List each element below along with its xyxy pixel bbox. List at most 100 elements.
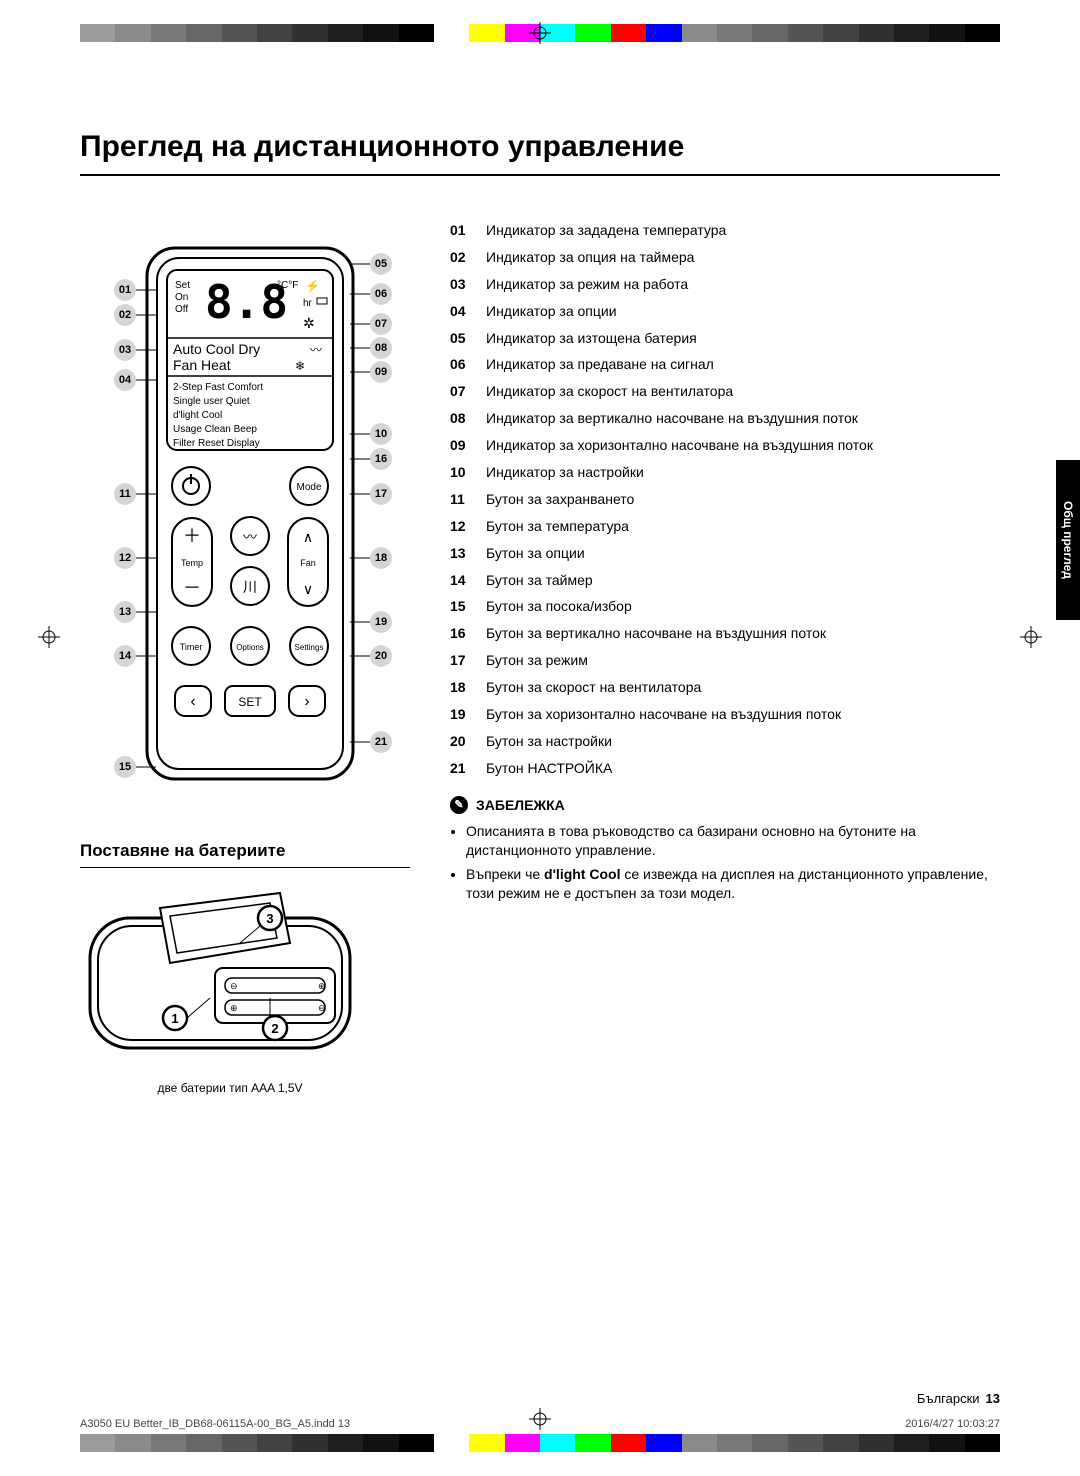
legend-text: Индикатор за опция на таймера [486,248,1000,267]
legend-text: Бутон за скорост на вентилатора [486,678,1000,697]
registration-mark-icon [38,626,60,648]
callout-badge: 08 [370,337,392,359]
remote-svg: Set On Off 8.8 °C°F ⚡ hr ✲ Auto Cool Dry… [145,246,355,781]
mode-button-label: Mode [296,482,321,493]
callout-badge: 18 [370,547,392,569]
legend-text: Бутон за захранването [486,490,1000,509]
callout-badge: 17 [370,483,392,505]
callout-badge: 15 [114,756,136,778]
left-column: Set On Off 8.8 °C°F ⚡ hr ✲ Auto Cool Dry… [80,221,410,1095]
svg-text:‹: ‹ [190,693,195,710]
legend-text: Индикатор за опции [486,302,1000,321]
color-swatch [328,1434,363,1452]
page-title: Преглед на дистанционното управление [80,130,1000,176]
color-swatch [399,1434,434,1452]
note-item: Въпреки че d'light Cool се извежда на ди… [466,865,1000,903]
legend-number: 03 [450,275,478,294]
callout-badge: 10 [370,423,392,445]
lcd-modes-1: Auto Cool Dry [173,341,260,357]
callout-badge: 13 [114,601,136,623]
color-swatch [115,1434,150,1452]
legend-number: 12 [450,517,478,536]
footer-page-number: 13 [986,1391,1000,1406]
legend-text: Индикатор за настройки [486,463,1000,482]
color-swatch [80,24,115,42]
fan-button-label: Fan [300,558,316,568]
color-swatch [151,1434,186,1452]
color-swatch [646,24,681,42]
notes-list: Описанията в това ръководство са базиран… [450,822,1000,904]
settings-button-label: Settings [295,643,324,652]
timer-button-label: Timer [180,642,203,652]
color-swatch [965,24,1000,42]
lcd-off: Off [175,304,188,315]
legend-text: Индикатор за режим на работа [486,275,1000,294]
print-timestamp: 2016/4/27 10:03:27 [905,1418,1000,1430]
color-swatch [257,24,292,42]
legend-number: 15 [450,597,478,616]
legend-text: Бутон за хоризонтално насочване на възду… [486,705,1000,724]
legend-text: Индикатор за вертикално насочване на въз… [486,409,1000,428]
legend-number: 21 [450,759,478,778]
color-swatch [469,24,504,42]
color-swatch [292,1434,327,1452]
legend-text: Бутон за вертикално насочване на въздушн… [486,624,1000,643]
svg-text:〰: 〰 [310,343,322,357]
lcd-on: On [175,292,188,303]
print-file: A3050 EU Better_IB_DB68-06115A-00_BG_A5.… [80,1418,350,1430]
callout-badge: 07 [370,313,392,335]
svg-text:⚡: ⚡ [305,279,320,293]
lcd-opt-2: d'light Cool [173,410,222,421]
color-swatch [292,24,327,42]
lcd-modes-2: Fan Heat [173,357,231,373]
color-swatch [965,1434,1000,1452]
color-swatch [257,1434,292,1452]
color-swatch [717,1434,752,1452]
legend-text: Бутон за таймер [486,571,1000,590]
color-swatch [328,24,363,42]
battery-heading: Поставяне на батериите [80,841,410,868]
color-swatch [788,24,823,42]
note-item: Описанията в това ръководство са базиран… [466,822,1000,860]
color-swatch [611,24,646,42]
callout-badge: 02 [114,304,136,326]
print-footer: A3050 EU Better_IB_DB68-06115A-00_BG_A5.… [80,1418,1000,1430]
legend-list: 01Индикатор за зададена температура02Инд… [450,221,1000,778]
color-swatch [434,24,469,42]
lcd-opt-3: Usage Clean Beep [173,424,257,435]
color-swatch [823,1434,858,1452]
color-swatch [222,1434,257,1452]
svg-text:－: － [183,578,201,598]
legend-number: 19 [450,705,478,724]
svg-text:⊖: ⊖ [318,1003,326,1013]
color-swatch [717,24,752,42]
legend-text: Бутон за настройки [486,732,1000,751]
callout-badge: 05 [370,253,392,275]
color-swatch [151,24,186,42]
callout-badge: 19 [370,611,392,633]
callout-badge: 09 [370,361,392,383]
lcd-opt-4: Filter Reset Display [173,438,260,449]
color-swatch [752,1434,787,1452]
svg-text:3: 3 [266,911,273,926]
color-swatch [682,1434,717,1452]
color-swatch [575,24,610,42]
svg-text:›: › [304,693,309,710]
legend-number: 10 [450,463,478,482]
color-swatch [505,1434,540,1452]
set-button-label: SET [238,695,262,709]
legend-text: Бутон НАСТРОЙКА [486,759,1000,778]
color-swatch [363,24,398,42]
lcd-opt-0: 2-Step Fast Comfort [173,382,263,393]
color-swatch [894,1434,929,1452]
color-swatch [788,1434,823,1452]
lcd-digits: 8.8 [205,275,288,329]
svg-text:〰: 〰 [243,529,257,545]
color-swatch [469,1434,504,1452]
note-icon: ✎ [450,796,468,814]
svg-text:2: 2 [271,1021,278,1036]
legend-number: 20 [450,732,478,751]
color-swatch [929,24,964,42]
color-swatch [80,1434,115,1452]
svg-text:∨: ∨ [303,581,313,597]
